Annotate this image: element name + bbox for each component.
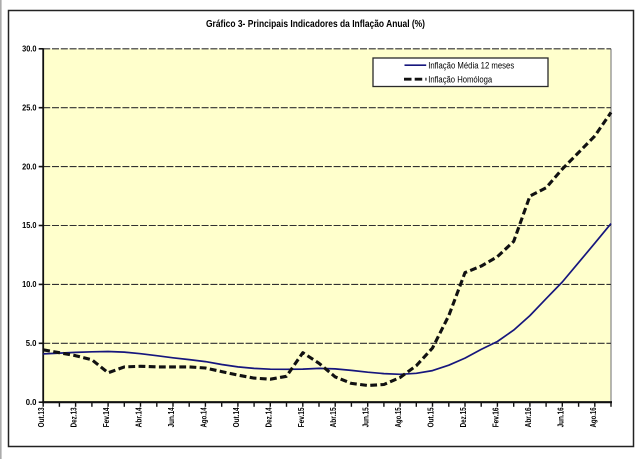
svg-text:Inflação Média 12 meses: Inflação Média 12 meses	[428, 61, 514, 71]
svg-text:Dez.13: Dez.13	[70, 407, 79, 427]
svg-text:Ago.14: Ago.14	[199, 407, 208, 427]
svg-text:Fev.15: Fev.15	[297, 407, 306, 427]
svg-text:Out.14: Out.14	[232, 407, 241, 427]
svg-text:Ago.16: Ago.16	[589, 407, 598, 427]
svg-text:Jun.14: Jun.14	[167, 407, 176, 427]
svg-text:15.0: 15.0	[22, 221, 37, 230]
svg-text:10.0: 10.0	[22, 280, 37, 289]
svg-text:0.0: 0.0	[26, 398, 37, 407]
svg-text:Ago.15: Ago.15	[394, 407, 403, 427]
svg-text:Out.15: Out.15	[427, 407, 436, 427]
svg-text:Out.13: Out.13	[37, 407, 46, 427]
svg-text:Inflação Homóloga: Inflação Homóloga	[428, 74, 492, 84]
svg-text:Fev.16: Fev.16	[491, 407, 500, 427]
svg-text:Jun.15: Jun.15	[362, 407, 371, 427]
svg-text:30.0: 30.0	[22, 45, 37, 54]
svg-text:5.0: 5.0	[26, 339, 37, 348]
svg-text:Abr.16: Abr.16	[524, 407, 533, 427]
svg-text:Abr.15: Abr.15	[329, 407, 338, 427]
svg-text:Gráfico 3- Principais Indicado: Gráfico 3- Principais Indicadores da Inf…	[206, 18, 425, 30]
svg-text:25.0: 25.0	[22, 103, 37, 112]
svg-text:Dez.14: Dez.14	[264, 407, 273, 427]
svg-text:Dez.15: Dez.15	[459, 407, 468, 427]
svg-text:Abr.14: Abr.14	[135, 407, 144, 427]
svg-text:20.0: 20.0	[22, 162, 37, 171]
svg-text:Fev.14: Fev.14	[102, 407, 111, 427]
svg-text:Jun.16: Jun.16	[556, 407, 565, 427]
